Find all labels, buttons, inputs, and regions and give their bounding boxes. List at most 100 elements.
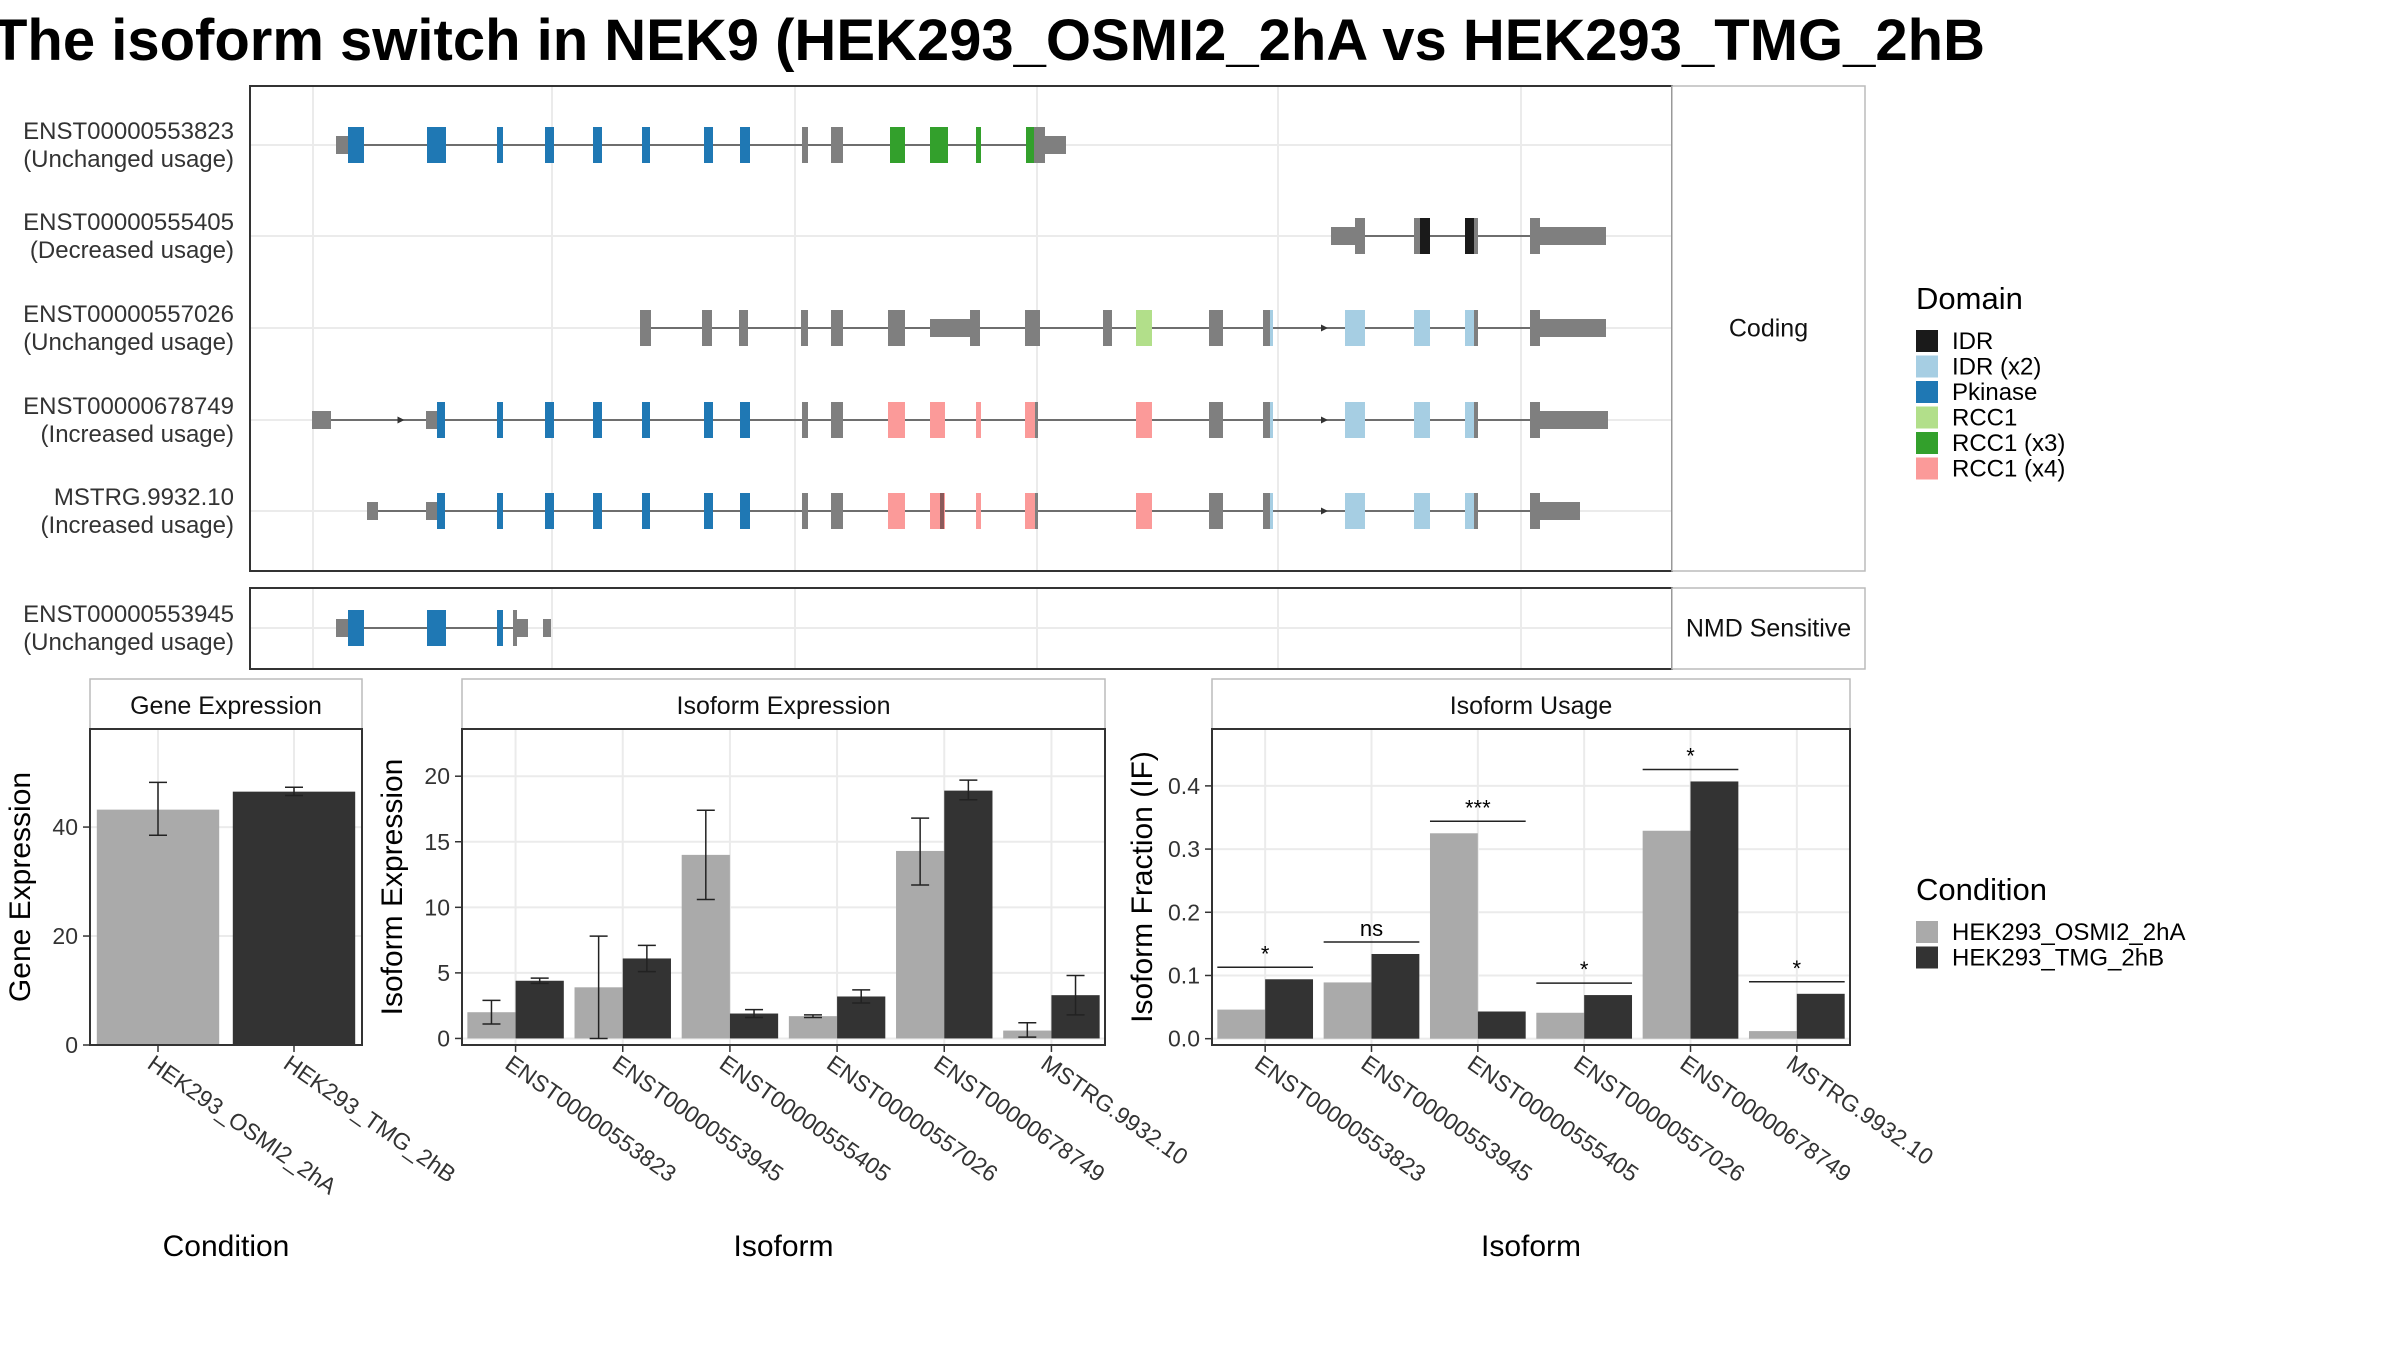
- coding-exon: [802, 402, 808, 438]
- domain-legend-swatch: [1916, 432, 1938, 454]
- coding-exon: [1414, 310, 1430, 346]
- bar: [96, 809, 220, 1045]
- utr-exon: [517, 619, 528, 637]
- coding-exon: [831, 493, 843, 529]
- coding-exon: [1263, 402, 1270, 438]
- panel-border: [1211, 728, 1851, 1046]
- coding-exon: [1345, 493, 1365, 529]
- bar: [1217, 1009, 1266, 1039]
- utr-exon: [1540, 411, 1608, 429]
- coding-exon: [593, 402, 602, 438]
- coding-exon: [976, 127, 981, 163]
- coding-exon: [930, 127, 948, 163]
- isoform-id-label: ENST00000557026: [23, 301, 234, 328]
- coding-exon: [497, 493, 503, 529]
- utr-exon: [336, 619, 348, 637]
- coding-exon: [831, 310, 843, 346]
- isoform-usage-label: (Increased usage): [41, 421, 234, 448]
- coding-exon: [1345, 310, 1365, 346]
- coding-exon: [740, 402, 750, 438]
- coding-exon: [1025, 493, 1035, 529]
- isoform-id-label: ENST00000553823: [23, 118, 234, 145]
- coding-exon: [427, 610, 446, 646]
- x-tick-label: ENST00000553945: [608, 1050, 788, 1187]
- panel-title: Isoform Expression: [677, 692, 891, 720]
- panel-strip: [1211, 678, 1851, 730]
- coding-exon: [545, 402, 554, 438]
- coding-exon: [1034, 127, 1045, 163]
- coding-exon: [801, 310, 808, 346]
- condition-legend-swatch: [1916, 946, 1938, 969]
- domain-legend-label: RCC1 (x4): [1952, 456, 2065, 483]
- y-tick-label: 15: [424, 829, 450, 855]
- x-tick-label: ENST00000555405: [715, 1050, 895, 1187]
- coding-exon: [930, 402, 945, 438]
- bar: [788, 1016, 838, 1039]
- coding-exon: [740, 127, 750, 163]
- switch-arrow: [1321, 416, 1328, 424]
- isoform-usage-label: (Unchanged usage): [23, 146, 234, 173]
- coding-exon: [348, 127, 364, 163]
- coding-exon: [888, 493, 905, 529]
- bar: [1748, 1031, 1797, 1039]
- domain-legend-swatch: [1916, 330, 1938, 352]
- coding-exon: [970, 310, 980, 346]
- domain-legend-label: RCC1 (x3): [1952, 430, 2065, 457]
- x-tick-label: ENST00000553823: [501, 1050, 681, 1187]
- domain-legend-label: Pkinase: [1952, 379, 2037, 406]
- coding-exon: [1355, 218, 1365, 254]
- coding-exon: [1209, 493, 1223, 529]
- coding-exon: [1035, 493, 1038, 529]
- switch-arrow: [397, 416, 405, 424]
- bar: [1477, 1011, 1526, 1039]
- y-tick-label: 0.3: [1168, 836, 1200, 862]
- y-axis-title: Isoform Expression: [376, 759, 409, 1016]
- y-tick-label: 10: [424, 894, 450, 920]
- coding-exon: [1025, 310, 1040, 346]
- coding-exon: [1270, 310, 1273, 346]
- coding-exon: [640, 310, 651, 346]
- bar: [515, 980, 564, 1039]
- domain-legend-swatch: [1916, 406, 1938, 429]
- y-tick-label: 20: [424, 763, 450, 789]
- coding-exon: [802, 493, 808, 529]
- coding-exon: [1530, 310, 1540, 346]
- coding-exon: [976, 493, 981, 529]
- coding-exon: [1465, 310, 1474, 346]
- gene-structure-plot: ENST00000553823(Unchanged usage)ENST0000…: [23, 85, 1866, 670]
- coding-exon: [545, 493, 554, 529]
- coding-exon: [1263, 493, 1270, 529]
- isoform-usage-label: (Increased usage): [41, 512, 234, 539]
- switch-arrow: [1321, 507, 1328, 515]
- utr-exon: [367, 502, 378, 520]
- coding-exon: [642, 127, 650, 163]
- coding-exon: [1270, 402, 1273, 438]
- coding-exon: [1474, 402, 1478, 438]
- coding-exon: [1136, 310, 1152, 346]
- y-tick-label: 0.2: [1168, 899, 1200, 925]
- coding-exon: [513, 610, 517, 646]
- coding-exon: [1474, 493, 1478, 529]
- panel-strip: [1671, 587, 1866, 670]
- panel-strip: [1671, 85, 1866, 572]
- isoform-usage-label: (Unchanged usage): [23, 629, 234, 656]
- bar: [1371, 953, 1420, 1039]
- coding-exon: [1414, 218, 1420, 254]
- isoform-id-label: MSTRG.9932.10: [54, 484, 234, 511]
- coding-exon: [976, 402, 981, 438]
- coding-exon: [497, 402, 503, 438]
- x-tick-label: ENST00000557026: [822, 1050, 1002, 1187]
- coding-exon: [1474, 218, 1478, 254]
- x-tick-label: ENST00000678749: [929, 1050, 1109, 1187]
- coding-exon: [1414, 402, 1430, 438]
- y-tick-label: 40: [52, 814, 78, 840]
- bar: [1642, 830, 1691, 1039]
- coding-exon: [427, 127, 446, 163]
- switch-arrow: [1321, 324, 1328, 332]
- coding-exon: [739, 310, 748, 346]
- condition-legend-title: Condition: [1916, 872, 2047, 907]
- significance-label: ***: [1465, 795, 1491, 820]
- utr-exon: [930, 319, 970, 337]
- coding-exon: [704, 127, 713, 163]
